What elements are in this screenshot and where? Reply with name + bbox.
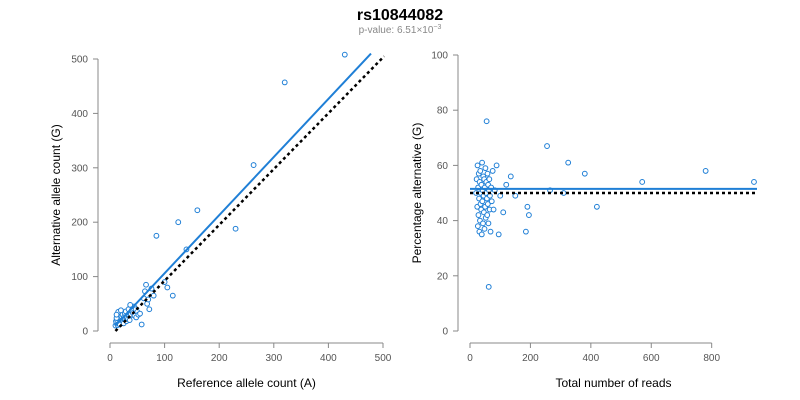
data-point (175, 219, 182, 226)
y-tick-label: 100 (431, 51, 448, 62)
subtitle-times: × (416, 25, 422, 36)
data-point (751, 179, 757, 185)
data-point (474, 223, 481, 230)
y-tick-label: 100 (71, 272, 88, 283)
data-point (475, 212, 482, 218)
chart-subtitle: p-value: 6.51×10−3 (359, 24, 442, 36)
x-tick-label: 300 (265, 353, 282, 364)
data-point (526, 212, 532, 218)
data-point (341, 51, 348, 58)
chart-title: rs10844082 (357, 7, 443, 24)
data-point (500, 209, 507, 216)
x-axis-label: Reference allele count (A) (177, 376, 316, 390)
y-tick-label: 80 (437, 106, 449, 117)
data-point (495, 231, 502, 238)
data-point (512, 192, 519, 199)
data-point (480, 220, 486, 227)
scatter-panel-allele-counts: 0 100 200 300 400 500 0 100 200 300 400 500 Referenc… (49, 51, 392, 390)
data-point (474, 162, 481, 169)
x-tick-label: 800 (703, 353, 720, 364)
y-axis-label: Alternative allele count (G) (49, 124, 63, 265)
data-point (485, 220, 492, 227)
data-point (522, 228, 529, 235)
data-point (478, 231, 485, 238)
y-tick-label: 500 (71, 55, 88, 66)
data-point (479, 159, 485, 166)
y-tick-label: 400 (71, 109, 88, 120)
data-point (483, 118, 490, 125)
fit-line (114, 52, 372, 327)
scatter-panel-percentage: 0 200 400 600 800 0 20 40 60 80 100 Total number of… (410, 51, 757, 390)
x-tick-label: 200 (211, 353, 228, 364)
data-point (486, 176, 493, 183)
data-point (153, 232, 160, 239)
data-point (503, 181, 510, 188)
x-tick-label: 400 (320, 353, 337, 364)
data-point (544, 143, 550, 149)
y-tick-label: 40 (437, 216, 449, 227)
data-point (565, 159, 572, 166)
data-point (113, 311, 120, 318)
data-point (488, 198, 495, 205)
data-point (507, 173, 514, 180)
subtitle-base: 10 (422, 25, 434, 36)
data-point (479, 198, 486, 205)
data-point (150, 292, 157, 299)
data-point (490, 206, 497, 213)
data-point (477, 168, 484, 174)
reference-line (114, 55, 385, 332)
data-point (169, 292, 176, 299)
y-tick-label: 0 (442, 327, 448, 338)
data-point (481, 225, 488, 232)
x-axis-label: Total number of reads (555, 376, 671, 390)
data-point (489, 168, 496, 174)
x-tick-label: 0 (107, 353, 113, 364)
y-axis-label: Percentage alternative (G) (410, 123, 424, 264)
data-point (524, 203, 531, 210)
data-point (127, 301, 134, 308)
data-point (194, 207, 201, 214)
data-point (487, 228, 494, 235)
data-point (250, 162, 257, 168)
data-point (484, 212, 491, 218)
data-point (482, 165, 489, 172)
y-tick-label: 60 (437, 161, 449, 172)
subtitle-prefix: p-value: 6.51 (359, 25, 417, 36)
x-tick-label: 200 (522, 353, 539, 364)
data-point (232, 225, 239, 232)
x-tick-label: 100 (156, 353, 173, 364)
y-tick-label: 300 (71, 163, 88, 174)
data-point (581, 170, 588, 177)
data-point (484, 201, 491, 207)
subtitle-exponent: −3 (433, 24, 441, 31)
data-point (138, 321, 145, 328)
data-point (493, 162, 500, 169)
data-point (137, 310, 143, 317)
data-point (143, 281, 149, 288)
data-point (146, 306, 153, 313)
data-point (164, 284, 171, 291)
data-point (485, 283, 492, 290)
data-point (126, 317, 133, 324)
data-point (281, 79, 288, 86)
y-tick-label: 20 (437, 271, 449, 282)
y-tick-label: 200 (71, 218, 88, 229)
y-tick-label: 0 (82, 327, 88, 338)
x-tick-label: 500 (375, 353, 392, 364)
x-tick-label: 0 (467, 353, 473, 364)
data-point (639, 179, 646, 185)
data-point (702, 168, 709, 174)
data-point (593, 203, 600, 210)
data-point (484, 170, 491, 177)
data-point (118, 307, 124, 314)
x-tick-label: 600 (643, 353, 660, 364)
x-tick-label: 400 (582, 353, 599, 364)
